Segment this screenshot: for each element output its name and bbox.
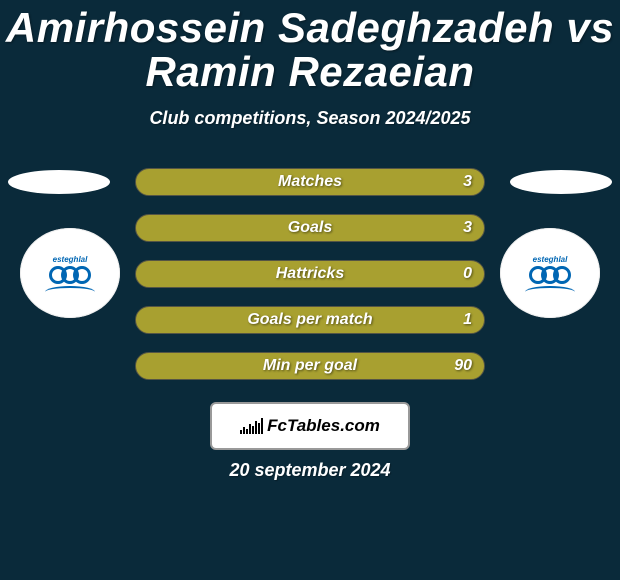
stat-row-hattricks: Hattricks 0: [0, 260, 620, 288]
stat-label: Matches: [0, 168, 620, 196]
brand-text: FcTables.com: [267, 416, 380, 436]
subtitle: Club competitions, Season 2024/2025: [0, 108, 620, 129]
stats-area: Matches 3 Goals 3 Hattricks 0 Goals per …: [0, 168, 620, 398]
brand-box: FcTables.com: [210, 402, 410, 450]
stat-value: 90: [432, 352, 472, 380]
date-text: 20 september 2024: [0, 460, 620, 481]
stat-row-gpm: Goals per match 1: [0, 306, 620, 334]
stat-label: Goals per match: [0, 306, 620, 334]
chart-bars-icon: [240, 418, 263, 434]
stat-row-goals: Goals 3: [0, 214, 620, 242]
comparison-infographic: Amirhossein Sadeghzadeh vs Ramin Rezaeia…: [0, 0, 620, 580]
stat-value: 1: [432, 306, 472, 334]
stat-row-mpg: Min per goal 90: [0, 352, 620, 380]
stat-label: Goals: [0, 214, 620, 242]
stat-value: 3: [432, 214, 472, 242]
page-title: Amirhossein Sadeghzadeh vs Ramin Rezaeia…: [0, 0, 620, 94]
stat-row-matches: Matches 3: [0, 168, 620, 196]
stat-value: 3: [432, 168, 472, 196]
stat-label: Min per goal: [0, 352, 620, 380]
stat-value: 0: [432, 260, 472, 288]
stat-label: Hattricks: [0, 260, 620, 288]
